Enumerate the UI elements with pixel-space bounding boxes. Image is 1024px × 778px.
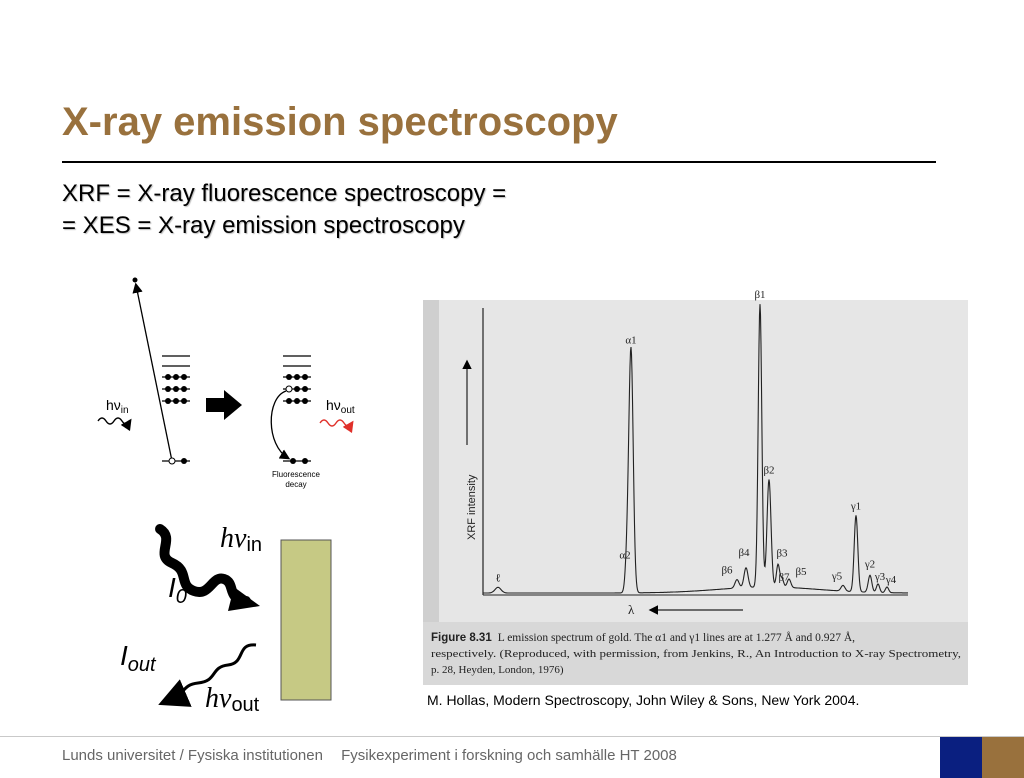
sample-illustration: hνin I0 Iout hνout	[120, 523, 332, 716]
levels-left	[162, 355, 190, 462]
sample-block	[280, 539, 332, 701]
x-axis-label: λ	[628, 602, 635, 617]
peak-label: γ2	[864, 558, 875, 570]
peak-label: β6	[721, 565, 733, 577]
xrf-spectrum-figure: XRF intensity λ ℓ α2 α1 β6 β4 β1 β2 β3 β7 β5 γ5 γ1 γ…	[423, 289, 968, 685]
energy-level-diagram: hνin hνout Fluorescence decay	[97, 277, 355, 489]
peak-label: β4	[738, 547, 750, 559]
hv-in-big-label: hνin	[220, 523, 262, 556]
emitted-beam-wave	[158, 643, 257, 707]
peak-label: γ3	[874, 571, 886, 583]
ejected-electron	[132, 277, 138, 283]
footer-blue-square	[940, 737, 982, 778]
peak-label: γ5	[831, 570, 843, 582]
fluorescence-label: Fluorescence	[272, 470, 321, 479]
peak-label: β3	[776, 547, 788, 559]
peak-label: γ1	[850, 500, 861, 512]
incoming-photon-wave	[97, 417, 132, 432]
levels-right	[283, 355, 311, 462]
footer-divider	[0, 736, 1024, 737]
peak-label: β7	[778, 572, 790, 584]
i0-label: I0	[168, 572, 187, 608]
peak-label: β5	[795, 566, 807, 578]
outgoing-photon-wave	[319, 419, 354, 434]
footer-brown-square	[982, 737, 1024, 778]
peak-label: α2	[619, 550, 630, 562]
fluorescence-decay-arrow	[270, 390, 291, 460]
caption-line-2: respectively. (Reproduced, with permissi…	[431, 648, 961, 660]
footer-institution: Lunds universitet / Fysiska institutione…	[62, 747, 323, 764]
figure-citation: M. Hollas, Modern Spectroscopy, John Wil…	[427, 692, 860, 708]
scan-background	[423, 300, 968, 685]
hv-out-big-label: hνout	[205, 683, 260, 716]
caption-line-3: p. 28, Heyden, London, 1976)	[431, 664, 564, 676]
slide-title: X-ray emission spectroscopy	[62, 100, 618, 144]
peak-label: β1	[754, 289, 765, 301]
peak-label: ℓ	[495, 572, 500, 584]
footer: Lunds universitet / Fysiska institutione…	[62, 747, 691, 764]
subtitle-line-1: XRF = X-ray fluorescence spectroscopy =	[62, 180, 507, 207]
electrons-right	[285, 374, 308, 464]
hv-in-label: hνin	[106, 397, 129, 416]
title-divider	[62, 161, 936, 163]
incident-beam-arrowhead	[228, 587, 260, 611]
decay-label: decay	[285, 480, 306, 489]
caption-line-1: Figure 8.31 L emission spectrum of gold. …	[431, 630, 855, 644]
iout-label: Iout	[120, 640, 157, 676]
incident-beam-wave	[155, 524, 251, 606]
scan-left-shadow	[423, 300, 439, 685]
caption-background	[423, 622, 968, 685]
peak-label: γ4	[885, 574, 897, 586]
y-axis-label: XRF intensity	[466, 474, 478, 540]
process-arrow-icon	[206, 390, 242, 420]
subtitle-line-2: = XES = X-ray emission spectroscopy	[62, 212, 465, 239]
spectrum-line	[483, 304, 908, 594]
hv-out-label: hνout	[326, 397, 355, 416]
peak-label: α1	[625, 334, 636, 346]
footer-course: Fysikexperiment i forskning och samhälle…	[341, 747, 677, 764]
electrons-left	[165, 374, 187, 465]
peak-label: β2	[763, 464, 774, 476]
ejection-arrow	[132, 282, 173, 462]
